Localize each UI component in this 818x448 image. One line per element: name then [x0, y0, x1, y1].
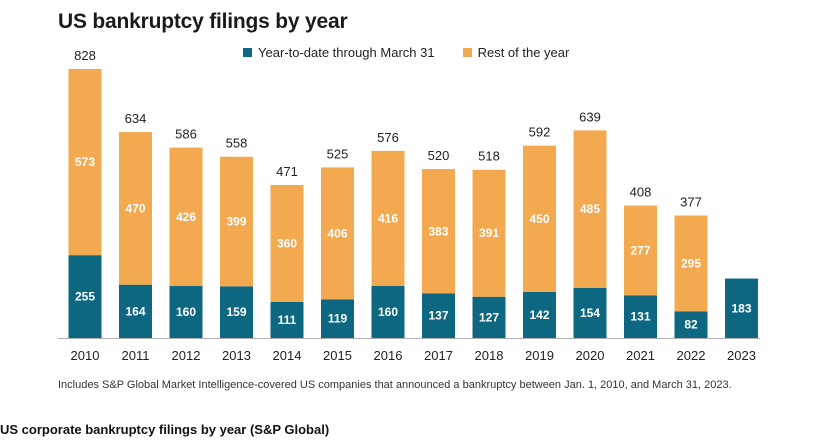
bar-label-rest-2016: 416: [378, 211, 398, 225]
x-tick-2013: 2013: [222, 348, 251, 363]
bar-rest-2021: [624, 205, 657, 296]
bar-total-2010: 828: [74, 48, 96, 63]
bar-ytd-2018: [472, 296, 506, 338]
bar-rest-2013: [220, 156, 253, 287]
x-tick-2022: 2022: [677, 348, 706, 363]
bar-label-ytd-2018: 127: [479, 310, 499, 324]
bar-rest-2015: [321, 167, 354, 300]
chart-note: Includes S&P Global Market Intelligence-…: [58, 379, 732, 391]
bar-ytd-2020: [573, 287, 607, 338]
bar-total-2017: 520: [428, 148, 450, 163]
legend-item-ytd: Year-to-date through March 31: [243, 45, 435, 60]
bar-rest-2017: [422, 169, 455, 294]
bar-label-rest-2022: 295: [681, 256, 701, 270]
bar-label-ytd-2013: 159: [226, 305, 246, 319]
legend-label-rest: Rest of the year: [477, 45, 570, 60]
bar-ytd-2017: [422, 293, 455, 338]
bar-label-ytd-2020: 154: [580, 306, 600, 320]
bar-label-rest-2020: 485: [580, 202, 600, 216]
bar-ytd-2010: [68, 255, 102, 338]
bar-label-rest-2012: 426: [176, 210, 196, 224]
bar-total-2012: 586: [175, 127, 197, 142]
bar-rest-2016: [371, 150, 405, 287]
bar-label-ytd-2016: 160: [378, 305, 398, 319]
legend-item-rest: Rest of the year: [462, 45, 570, 60]
x-tick-2019: 2019: [525, 348, 554, 363]
legend-swatch-rest: [462, 48, 472, 57]
bar-total-2011: 634: [125, 111, 147, 126]
bar-rest-2018: [472, 169, 506, 297]
bar-ytd-2012: [169, 286, 203, 338]
x-tick-2011: 2011: [122, 348, 150, 363]
bar-total-2018: 518: [478, 149, 500, 164]
bar-label-ytd-2017: 137: [428, 309, 448, 323]
bar-label-rest-2011: 470: [125, 201, 145, 215]
bar-label-ytd-2012: 160: [176, 305, 196, 319]
bar-rest-2012: [169, 147, 203, 287]
bar-label-rest-2019: 450: [529, 212, 549, 226]
legend: Year-to-date through March 31 Rest of th…: [243, 45, 569, 60]
bar-ytd-2011: [119, 284, 152, 338]
bar-label-ytd-2010: 255: [75, 290, 95, 304]
bar-label-rest-2010: 573: [75, 155, 95, 169]
bar-ytd-2013: [220, 286, 253, 338]
bar-ytd-2023: [725, 278, 758, 338]
bar-label-ytd-2022: 82: [684, 318, 698, 332]
bar-label-rest-2018: 391: [479, 226, 499, 240]
bar-label-ytd-2014: 111: [278, 313, 297, 327]
bar-ytd-2021: [624, 295, 657, 338]
bar-label-rest-2014: 360: [277, 236, 297, 250]
x-tick-2020: 2020: [576, 348, 605, 363]
bar-label-ytd-2021: 131: [630, 310, 650, 324]
x-tick-2021: 2021: [626, 348, 655, 363]
bar-rest-2022: [674, 215, 708, 312]
bar-label-rest-2013: 399: [226, 215, 246, 229]
bar-total-2016: 576: [377, 130, 399, 145]
bar-rest-2020: [573, 130, 607, 288]
bar-rest-2019: [523, 145, 556, 292]
bar-total-2013: 558: [226, 136, 248, 151]
bar-total-2019: 592: [529, 125, 551, 140]
legend-swatch-ytd: [243, 48, 252, 57]
bar-ytd-2015: [321, 299, 354, 338]
x-tick-2015: 2015: [323, 348, 352, 363]
bar-total-2021: 408: [630, 184, 652, 199]
bar-ytd-2022: [674, 311, 708, 338]
x-tick-2014: 2014: [273, 348, 302, 363]
bar-label-rest-2021: 277: [630, 243, 650, 257]
bar-rest-2010: [68, 69, 102, 256]
bar-total-2015: 525: [327, 146, 349, 161]
bar-ytd-2019: [523, 291, 556, 338]
bar-label-ytd-2019: 142: [529, 308, 549, 322]
x-tick-2010: 2010: [71, 348, 100, 363]
x-tick-2016: 2016: [374, 348, 403, 363]
bar-label-ytd-2015: 119: [328, 312, 348, 326]
x-tick-2023: 2023: [727, 348, 756, 363]
bar-total-2020: 639: [579, 109, 601, 124]
figure-caption: US corporate bankruptcy filings by year …: [0, 422, 330, 437]
bar-label-rest-2015: 406: [327, 226, 347, 240]
bar-rest-2011: [119, 132, 152, 285]
x-tick-2012: 2012: [172, 348, 201, 363]
bar-rest-2014: [270, 184, 304, 302]
x-tick-2017: 2017: [424, 348, 453, 363]
bar-label-ytd-2023: 183: [731, 301, 751, 315]
bar-label-ytd-2011: 164: [125, 304, 145, 318]
bar-total-2022: 377: [680, 195, 702, 210]
x-tick-2018: 2018: [475, 348, 504, 363]
legend-label-ytd: Year-to-date through March 31: [258, 45, 435, 60]
bar-label-rest-2017: 383: [428, 224, 448, 238]
bar-ytd-2016: [371, 286, 405, 338]
bar-ytd-2014: [270, 301, 304, 338]
bar-total-2014: 471: [276, 164, 298, 179]
chart-title: US bankruptcy filings by year: [58, 10, 348, 33]
